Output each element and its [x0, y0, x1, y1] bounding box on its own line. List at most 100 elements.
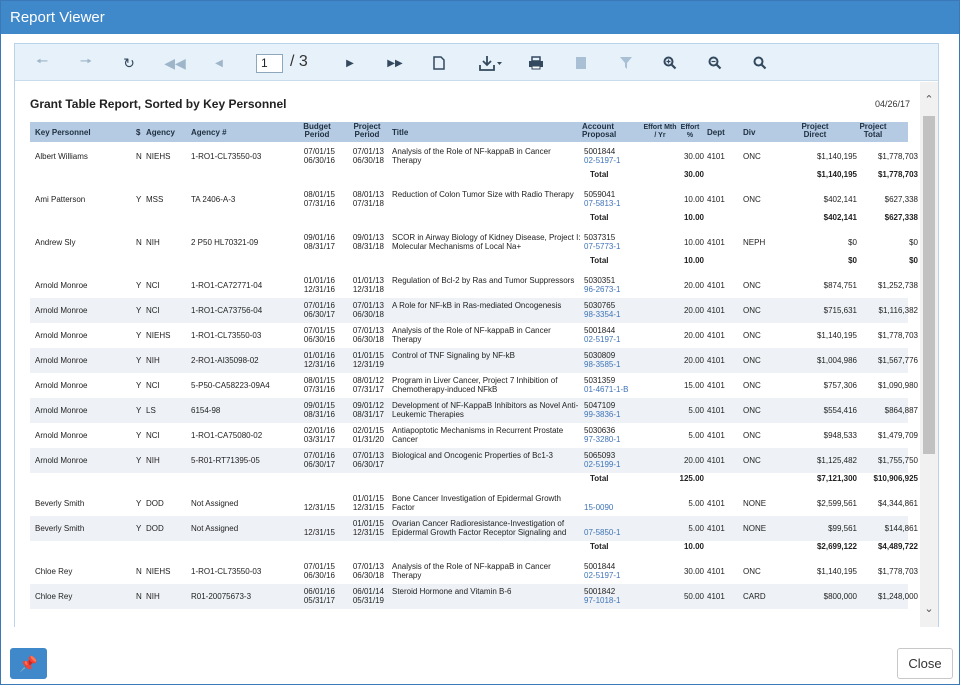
- funding-flag: N: [136, 592, 142, 601]
- table-row[interactable]: Chloe Rey N NIH R01-20075673-3 06/01/16 05/31…: [30, 584, 918, 609]
- close-button[interactable]: Close: [897, 648, 953, 679]
- project-direct: $1,140,195: [816, 567, 857, 576]
- last-page-icon[interactable]: ▶▶: [387, 57, 403, 69]
- previous-page-icon[interactable]: ◀: [215, 57, 223, 69]
- table-row[interactable]: Arnold Monroe Y NCI 1-RO1-CA73756-04 07/01/1…: [30, 298, 918, 323]
- agency: MSS: [146, 195, 164, 204]
- scrollbar-thumb[interactable]: [923, 116, 935, 454]
- zoom-in-icon[interactable]: [660, 53, 680, 73]
- project-end: 06/30/18: [352, 335, 384, 344]
- group-total-row: Total 10.00 $0 $0: [30, 255, 918, 266]
- proposal-link: 97-3280-1: [584, 435, 621, 444]
- first-page-icon[interactable]: ◀◀: [164, 54, 186, 71]
- table-row[interactable]: Arnold Monroe Y NCI 1-RO1-CA72771-04 01/01/1…: [30, 273, 918, 298]
- budget-start: 06/01/16: [303, 587, 335, 596]
- back-icon[interactable]: 🠔: [35, 53, 49, 69]
- dialog-footer: 📌 Close: [1, 636, 960, 685]
- project-end: 07/31/18: [352, 199, 384, 208]
- project-direct: $874,751: [823, 281, 857, 290]
- department: 4101: [707, 152, 725, 161]
- project-end: 06/30/18: [352, 310, 384, 319]
- project-total: $864,887: [884, 406, 918, 415]
- col-project-period: Project Period: [353, 122, 381, 139]
- division: ONC: [743, 431, 761, 440]
- table-row[interactable]: Beverly Smith Y DOD Not Assigned 12/31/15 01/…: [30, 491, 918, 516]
- report-page: Grant Table Report, Sorted by Key Person…: [15, 82, 921, 627]
- pin-icon: 📌: [19, 655, 38, 673]
- total-direct: $1,140,195: [816, 170, 857, 179]
- table-row[interactable]: Ami Patterson Y MSS TA 2406-A-3 08/01/15 07/3…: [30, 187, 918, 212]
- project-direct: $554,416: [823, 406, 857, 415]
- project-start: 01/01/15: [352, 519, 384, 528]
- division: NONE: [743, 524, 767, 533]
- department: 4101: [707, 592, 725, 601]
- account-number: 5047109: [584, 401, 616, 410]
- col-project-direct: Project Direct: [801, 122, 829, 139]
- account-number: 5065093: [584, 451, 616, 460]
- total-total: $627,338: [884, 213, 918, 222]
- department: 4101: [707, 195, 725, 204]
- division: ONC: [743, 195, 761, 204]
- group-spacer: [30, 180, 908, 187]
- project-end: 12/31/15: [352, 503, 384, 512]
- zoom-fit-icon[interactable]: [750, 53, 770, 73]
- funding-flag: Y: [136, 499, 142, 508]
- document-icon[interactable]: [429, 53, 449, 73]
- scroll-down-icon[interactable]: ⌄: [924, 603, 934, 615]
- grant-title: Regulation of Bcl-2 by Ras and Tumor Sup…: [392, 276, 575, 285]
- page-number-input[interactable]: 1: [256, 54, 283, 73]
- agency-number: 1-RO1-CA75080-02: [191, 431, 263, 440]
- next-page-icon[interactable]: ▶: [346, 57, 354, 69]
- funding-flag: Y: [136, 356, 142, 365]
- pin-button[interactable]: 📌: [10, 648, 47, 679]
- scroll-up-icon[interactable]: ⌃: [924, 94, 934, 106]
- col-project-total: Project Total: [859, 122, 887, 139]
- total-effort: 10.00: [683, 256, 704, 265]
- department: 4101: [707, 356, 725, 365]
- col-effort-pct: Effort %: [680, 124, 700, 139]
- project-start: 07/01/13: [352, 301, 384, 310]
- division: ONC: [743, 356, 761, 365]
- project-end: 06/30/17: [352, 460, 384, 469]
- group-spacer: [30, 484, 908, 491]
- vertical-scrollbar[interactable]: ⌃ ⌄: [920, 82, 938, 627]
- funding-flag: Y: [136, 281, 142, 290]
- budget-end: 06/30/16: [303, 156, 335, 165]
- account-number: 5031359: [584, 376, 616, 385]
- table-row[interactable]: Arnold Monroe Y NCI 5-P50-CA58223-09A4 08/01…: [30, 373, 918, 398]
- grant-title: Biological and Oncogenic Properties of B…: [392, 451, 553, 460]
- department: 4101: [707, 331, 725, 340]
- zoom-out-icon[interactable]: [705, 53, 725, 73]
- filter-icon[interactable]: [616, 53, 636, 73]
- refresh-icon[interactable]: ↻: [123, 54, 135, 71]
- table-row[interactable]: Arnold Monroe Y NIH 2-RO1-AI35098-02 01/01/1…: [30, 348, 918, 373]
- table-row[interactable]: Arnold Monroe Y NCI 1-RO1-CA75080-02 02/01/1…: [30, 423, 918, 448]
- department: 4101: [707, 456, 725, 465]
- budget-start: 07/01/15: [303, 147, 335, 156]
- project-end: 07/31/17: [352, 385, 384, 394]
- project-start: 06/01/14: [352, 587, 384, 596]
- print-icon[interactable]: [526, 53, 546, 73]
- total-total: $10,906,925: [873, 474, 919, 483]
- col-funding: $: [136, 128, 141, 137]
- proposal-link: 07-5813-1: [584, 199, 621, 208]
- table-row[interactable]: Arnold Monroe Y NIEHS 1-RO1-CL73550-03 07/01…: [30, 323, 918, 348]
- forward-icon[interactable]: 🠖: [79, 53, 93, 69]
- total-effort: 125.00: [679, 474, 704, 483]
- table-row[interactable]: Beverly Smith Y DOD Not Assigned 12/31/15 01/…: [30, 516, 918, 541]
- project-direct: $1,125,482: [816, 456, 857, 465]
- table-row[interactable]: Chloe Rey N NIEHS 1-RO1-CL73550-03 07/01/15 0…: [30, 559, 918, 584]
- pages-icon[interactable]: [571, 53, 591, 73]
- key-personnel: Arnold Monroe: [35, 281, 88, 290]
- total-direct: $0: [848, 256, 857, 265]
- export-icon[interactable]: [478, 53, 504, 73]
- table-row[interactable]: Arnold Monroe Y NIH 5-R01-RT71395-05 07/01/1…: [30, 448, 918, 473]
- project-direct: $757,306: [823, 381, 857, 390]
- agency: NIH: [146, 356, 160, 365]
- project-direct: $948,533: [823, 431, 857, 440]
- table-row[interactable]: Andrew Sly N NIH 2 P50 HL70321-09 09/01/16 08…: [30, 230, 918, 255]
- table-row[interactable]: Arnold Monroe Y LS 6154-98 09/01/15 08/31/16 0…: [30, 398, 918, 423]
- budget-end: 12/31/15: [303, 528, 335, 537]
- total-label: Total: [590, 256, 609, 265]
- table-row[interactable]: Albert Williams N NIEHS 1-RO1-CL73550-03 07/…: [30, 144, 918, 169]
